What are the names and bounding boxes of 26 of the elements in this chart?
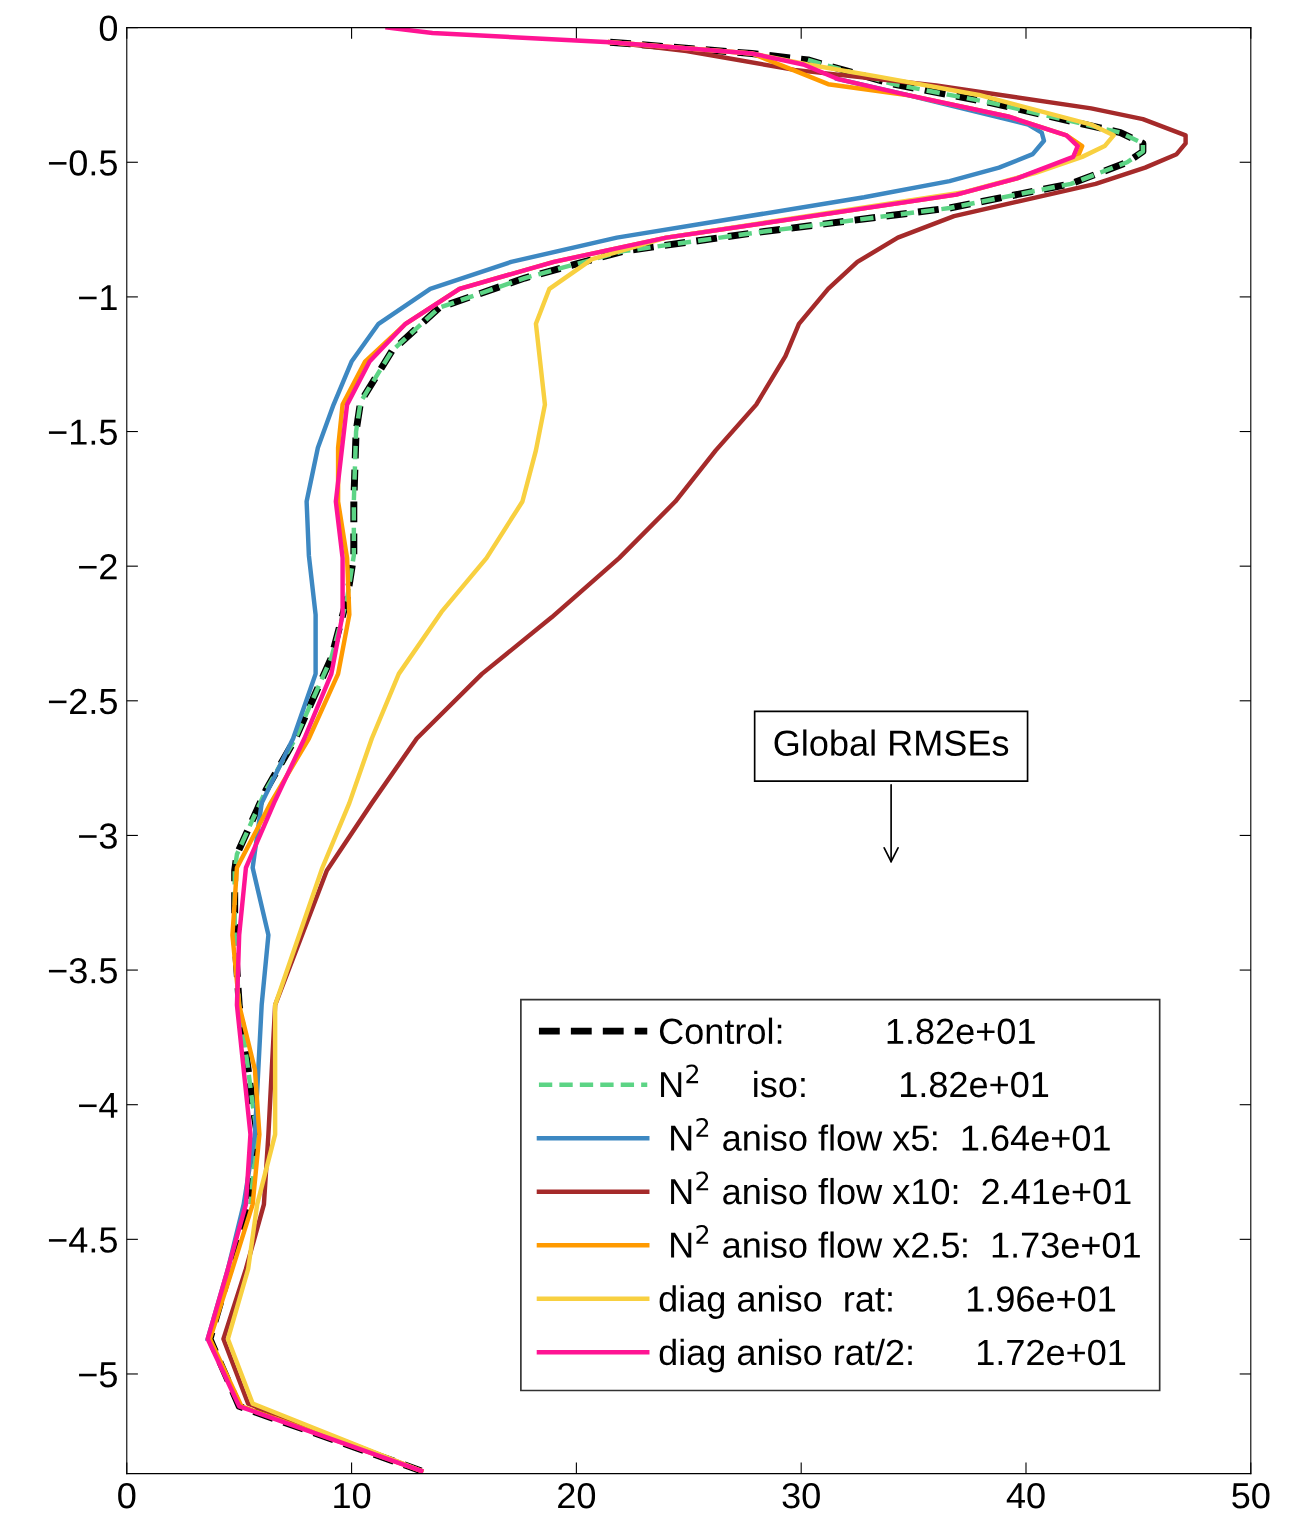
legend-label: diag aniso rat/2: 1.72e+01 <box>659 1338 1126 1373</box>
y-tick-label: −2 <box>79 554 117 580</box>
y-tick-label: −0.5 <box>48 150 117 176</box>
y-tick-label: −3.5 <box>48 957 117 984</box>
legend-label: diag aniso rat: 1.96e+01 <box>659 1285 1116 1319</box>
x-tick-label: 0 <box>118 1482 136 1509</box>
legend-label: N$^{2}$ aniso flow x5: 1.64e+01 <box>671 1117 1110 1151</box>
x-tick-label: 40 <box>1006 1482 1045 1509</box>
x-tick-label: 20 <box>558 1482 596 1509</box>
x-tick-label: 50 <box>1232 1482 1270 1509</box>
annotation: Global RMSEs <box>774 729 1009 756</box>
line-series <box>232 57 1146 1207</box>
y-tick-label: −5 <box>79 1362 117 1388</box>
y-tick-label: −3 <box>79 823 117 849</box>
x-tick-label: 30 <box>782 1482 820 1509</box>
legend-label: N$^{2}$ aniso flow x10: 2.41e+01 <box>671 1171 1131 1205</box>
y-tick-label: −1 <box>79 285 117 310</box>
y-tick-label: −4 <box>79 1092 118 1118</box>
legend-label: Control: 1.82e+01 <box>659 1017 1035 1045</box>
text: N$^{2}$ iso: 1.82e+01 <box>661 1064 1049 1098</box>
x-tick-label: 10 <box>334 1482 371 1509</box>
y-tick-label: −2.5 <box>48 688 117 715</box>
y-tick-label: −1.5 <box>48 419 117 445</box>
legend-label: N$^{2}$ aniso flow x2.5: 1.73e+01 <box>671 1225 1140 1258</box>
y-tick-label: −4.5 <box>48 1227 117 1253</box>
y-tick-label: 0 <box>99 15 118 42</box>
